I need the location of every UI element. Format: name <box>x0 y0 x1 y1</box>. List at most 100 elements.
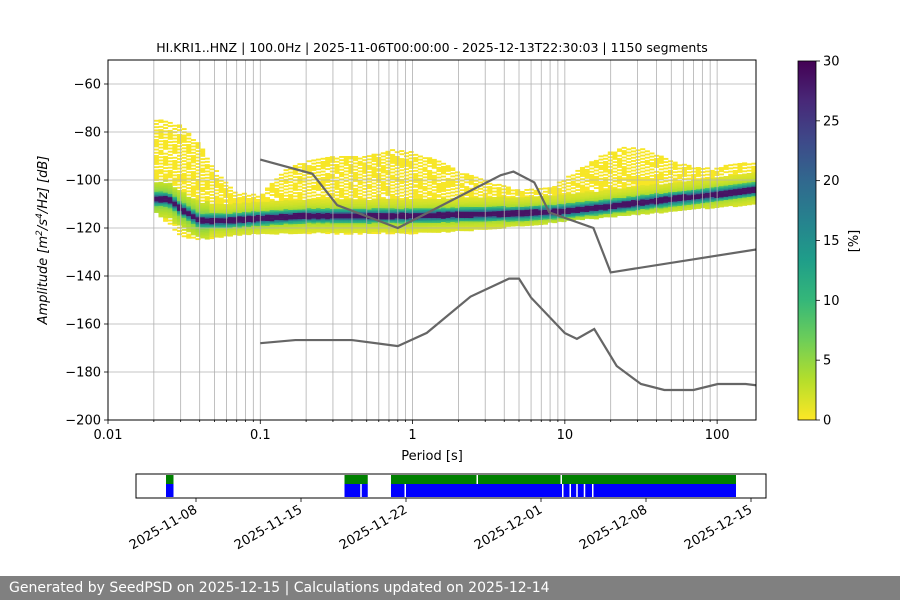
heatmap-column <box>246 194 252 236</box>
heatmap-column <box>487 182 493 230</box>
heatmap-column <box>644 150 650 215</box>
heatmap-column <box>371 153 377 234</box>
x-tick-label: 0.01 <box>94 428 123 443</box>
data-availability-timeline <box>166 475 736 497</box>
heatmap-column <box>478 178 484 230</box>
heatmap-column <box>325 156 331 235</box>
heatmap-column <box>237 193 243 236</box>
colorbar-tick-label: 15 <box>823 234 840 249</box>
heatmap-column <box>348 156 354 235</box>
timeline-tick-label: 2025-12-15 <box>682 502 755 553</box>
heatmap-column <box>737 162 743 207</box>
heatmap-column <box>357 157 363 235</box>
heatmap-column <box>329 156 335 234</box>
heatmap-column <box>515 189 521 227</box>
heatmap-column <box>552 186 558 224</box>
heatmap-column <box>200 148 206 239</box>
heatmap-column <box>459 173 465 232</box>
y-axis-label: Amplitude [m2/s4/Hz] [dB] <box>35 156 51 326</box>
heatmap-column <box>589 161 595 220</box>
heatmap-column <box>163 120 169 222</box>
low-noise-model-line <box>260 277 756 392</box>
heatmap-column <box>533 189 539 226</box>
y-tick-label: −140 <box>65 270 101 285</box>
heatmap-column <box>413 153 419 235</box>
y-tick-label: −100 <box>65 174 101 189</box>
heatmap-column <box>158 119 164 218</box>
heatmap-column <box>445 165 451 233</box>
heatmap-column <box>177 124 183 236</box>
timeline-segment-bottom <box>391 484 405 497</box>
heatmap-column <box>255 195 261 235</box>
timeline-segment-bottom <box>593 484 736 497</box>
heatmap-column <box>519 190 525 227</box>
heatmap-column <box>186 132 192 239</box>
timeline-segment-bottom <box>361 484 368 497</box>
heatmap-column <box>556 181 562 222</box>
heatmap-column <box>723 164 729 207</box>
heatmap-column <box>473 176 479 230</box>
high-noise-model-line <box>259 158 756 274</box>
heatmap-column <box>501 185 507 229</box>
heatmap-column <box>617 148 623 216</box>
heatmap-column <box>353 156 359 234</box>
heatmap-column <box>464 173 470 232</box>
footer-text: Generated by SeedPSD on 2025-12-15 | Cal… <box>9 580 550 596</box>
y-tick-label: −200 <box>65 414 101 429</box>
heatmap-column <box>667 160 674 212</box>
heatmap-column <box>566 175 572 221</box>
heatmap-column <box>686 164 692 210</box>
heatmap-column <box>751 162 756 205</box>
timeline-segment-bottom <box>577 484 584 497</box>
heatmap-column <box>603 154 609 218</box>
heatmap-column <box>167 121 173 225</box>
timeline-tick-label: 2025-12-01 <box>472 502 545 553</box>
y-tick-label: −80 <box>74 126 101 141</box>
heatmap-column <box>598 155 604 219</box>
colorbar-tick-label: 5 <box>823 354 831 369</box>
heatmap-column <box>380 152 386 233</box>
heatmap-column <box>288 168 294 235</box>
heatmap-column <box>181 128 187 238</box>
heatmap-column <box>612 151 618 218</box>
heatmap-column <box>431 158 437 233</box>
heatmap-column <box>635 149 641 216</box>
heatmap-column <box>292 164 298 235</box>
heatmap-column <box>746 163 752 206</box>
heatmap-column <box>366 155 372 234</box>
heatmap-column <box>672 161 678 212</box>
heatmap-column <box>218 176 224 238</box>
heatmap-column <box>663 157 669 213</box>
colorbar-tick-label: 10 <box>823 294 840 309</box>
colorbar <box>797 60 817 421</box>
heatmap-column <box>538 187 544 226</box>
heatmap-column <box>742 162 748 206</box>
heatmap-column <box>709 169 715 209</box>
heatmap-column <box>593 159 599 220</box>
heatmap-column <box>283 169 289 234</box>
noise-model-curves <box>259 158 756 392</box>
chart-title: HI.KRI1..HNZ | 100.0Hz | 2025-11-06T00:0… <box>156 40 707 55</box>
heatmap-column <box>274 178 280 235</box>
heatmap-column <box>621 146 627 216</box>
heatmap-column <box>227 186 233 237</box>
heatmap-column <box>681 163 687 211</box>
colorbar-tick-label: 30 <box>823 55 840 70</box>
heatmap-column <box>570 174 576 222</box>
timeline-tick-label: 2025-11-08 <box>127 502 200 553</box>
heatmap-column <box>422 157 428 233</box>
colorbar-tick-label: 0 <box>823 414 831 429</box>
heatmap-column <box>306 160 312 235</box>
grid-lines <box>108 60 756 420</box>
y-tick-label: −180 <box>65 366 101 381</box>
heatmap-column <box>339 156 345 234</box>
y-tick-label: −60 <box>74 78 101 93</box>
heatmap-column <box>658 155 664 214</box>
timeline-segment-top <box>562 475 736 484</box>
timeline-segment-top <box>391 475 477 484</box>
heatmap-column <box>491 184 498 230</box>
plot-frame <box>107 59 757 421</box>
heatmap-column <box>626 148 632 216</box>
